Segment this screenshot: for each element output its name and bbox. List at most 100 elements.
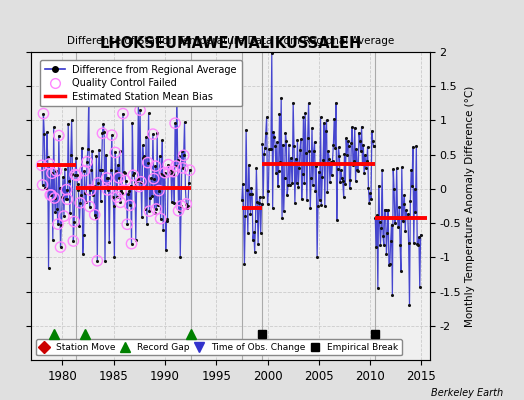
Point bbox=[138, 142, 147, 149]
Point bbox=[332, 100, 340, 106]
Point bbox=[267, 146, 275, 153]
Point bbox=[341, 181, 350, 187]
Point bbox=[107, 166, 115, 173]
Point bbox=[84, 146, 92, 152]
Point bbox=[54, 221, 62, 227]
Point bbox=[106, 184, 114, 191]
Point bbox=[352, 145, 361, 152]
Point bbox=[367, 196, 375, 202]
Point bbox=[352, 178, 360, 184]
Point bbox=[363, 158, 371, 165]
Point bbox=[270, 134, 279, 140]
Point bbox=[258, 141, 267, 148]
Point bbox=[286, 182, 294, 188]
Point bbox=[63, 196, 72, 202]
Point bbox=[178, 148, 186, 154]
Point bbox=[328, 172, 336, 178]
Point bbox=[172, 163, 180, 169]
Point bbox=[41, 185, 49, 191]
Point bbox=[374, 285, 382, 291]
Point bbox=[119, 110, 127, 117]
Text: Difference of Station Temperature Data from Regional Average: Difference of Station Temperature Data f… bbox=[67, 36, 394, 46]
Title: LHOKSEUMAWE/MALIKUSSALEH: LHOKSEUMAWE/MALIKUSSALEH bbox=[100, 36, 362, 51]
Point bbox=[240, 261, 248, 267]
Point bbox=[64, 120, 72, 127]
Point bbox=[329, 142, 337, 148]
Point bbox=[49, 236, 57, 243]
Point bbox=[136, 107, 144, 113]
Point bbox=[95, 146, 103, 153]
Point bbox=[351, 124, 359, 131]
Point bbox=[132, 236, 140, 243]
Point bbox=[82, 198, 90, 205]
Point bbox=[339, 178, 347, 184]
Point bbox=[362, 165, 370, 171]
Point bbox=[98, 130, 106, 136]
Point bbox=[300, 180, 309, 186]
Point bbox=[313, 254, 321, 261]
Point bbox=[140, 153, 148, 160]
Point bbox=[56, 184, 64, 191]
Point bbox=[113, 194, 121, 200]
Point bbox=[84, 97, 93, 103]
Point bbox=[171, 120, 179, 126]
Point bbox=[88, 148, 96, 154]
Point bbox=[107, 132, 116, 138]
Point bbox=[111, 149, 119, 156]
Point bbox=[361, 152, 369, 158]
Point bbox=[290, 143, 298, 149]
Point bbox=[96, 166, 104, 173]
Point bbox=[103, 187, 112, 193]
Point bbox=[67, 152, 75, 158]
Point bbox=[93, 258, 102, 264]
Point bbox=[57, 221, 66, 228]
Point bbox=[326, 159, 335, 166]
Point bbox=[302, 150, 310, 156]
Point bbox=[396, 242, 405, 248]
Point bbox=[60, 213, 68, 219]
Point bbox=[365, 199, 374, 206]
Point bbox=[126, 202, 134, 208]
Point bbox=[131, 180, 139, 186]
Point bbox=[317, 202, 325, 208]
Point bbox=[138, 214, 146, 220]
Point bbox=[135, 184, 144, 190]
Point bbox=[161, 170, 169, 176]
Point bbox=[125, 188, 133, 194]
Point bbox=[149, 175, 158, 182]
Point bbox=[303, 197, 311, 204]
Point bbox=[280, 175, 289, 181]
Point bbox=[245, 162, 253, 168]
Point bbox=[268, 50, 276, 57]
Point bbox=[244, 230, 252, 236]
Point bbox=[47, 192, 56, 198]
Point bbox=[165, 168, 173, 175]
Point bbox=[387, 238, 395, 244]
Point bbox=[122, 177, 130, 184]
Point bbox=[76, 200, 84, 206]
Point bbox=[257, 200, 266, 207]
Point bbox=[72, 155, 80, 161]
Point bbox=[145, 208, 154, 214]
Point bbox=[275, 168, 283, 174]
Point bbox=[127, 240, 136, 247]
Point bbox=[409, 144, 417, 150]
Point bbox=[78, 145, 86, 151]
Point bbox=[334, 144, 343, 150]
Point bbox=[49, 124, 58, 130]
Point bbox=[368, 138, 377, 145]
Point bbox=[172, 163, 180, 169]
Point bbox=[185, 167, 194, 173]
Point bbox=[96, 197, 105, 204]
Point bbox=[330, 116, 339, 122]
Point bbox=[285, 142, 293, 148]
Point bbox=[275, 110, 283, 117]
Point bbox=[268, 205, 277, 211]
Point bbox=[42, 185, 50, 191]
Point bbox=[53, 206, 61, 212]
Point bbox=[355, 130, 363, 136]
Point bbox=[278, 215, 286, 221]
Point bbox=[371, 215, 379, 221]
Point bbox=[309, 181, 317, 188]
Point bbox=[144, 160, 152, 166]
